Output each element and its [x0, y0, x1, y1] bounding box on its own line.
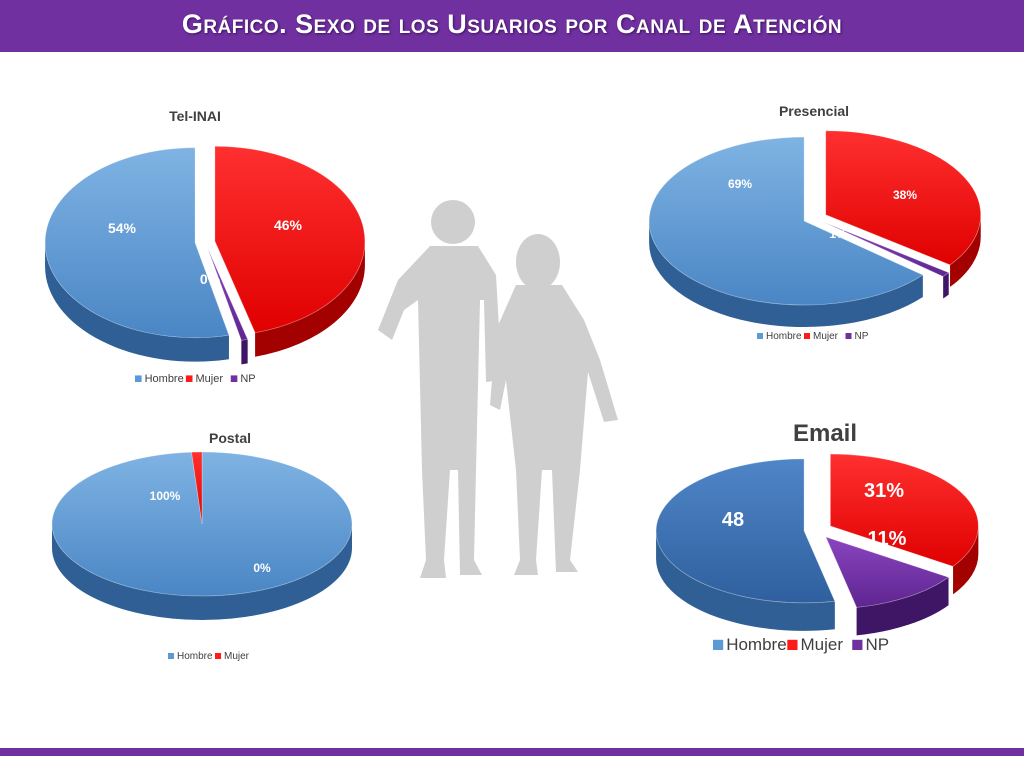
pie-slice-side-hombre: [656, 530, 835, 631]
legend-swatch-mujer: [787, 639, 798, 650]
pie-chart-presencial: Presencial 69% 38% 1% Hombre Mujer NP: [648, 103, 982, 342]
legend-swatch-mujer: [215, 653, 221, 659]
legend-swatch-hombre: [168, 653, 174, 659]
legend-label-np: NP: [855, 331, 869, 342]
pie-slice-np: [825, 536, 950, 608]
legend-label-hombre: Hombre: [177, 651, 213, 662]
legend-swatch-mujer: [185, 375, 193, 382]
legend-label-hombre: Hombre: [145, 373, 184, 385]
pie-slice-side-np: [241, 339, 248, 365]
pie-slice-np: [207, 247, 249, 341]
legend-swatch-hombre: [713, 639, 724, 650]
pie-slice-side-mujer: [255, 241, 365, 357]
data-label-mujer: 46%: [274, 217, 303, 233]
data-label-hombre: 54%: [108, 220, 137, 236]
pie-slice-side-np: [856, 577, 949, 636]
data-label-hombre: 100%: [150, 489, 181, 503]
legend-swatch-np: [845, 333, 852, 339]
pie-slice-side-hombre: [45, 242, 229, 362]
data-label-np: 1%: [829, 227, 847, 241]
pie-slice-hombre: [44, 147, 230, 339]
legend-label-hombre: Hombre: [726, 635, 786, 654]
legend-swatch-hombre: [135, 375, 142, 382]
couple-silhouette: [378, 200, 618, 578]
pie-slice-side-mujer: [950, 214, 981, 287]
pie-slice-hombre: [648, 136, 924, 306]
legend-label-mujer: Mujer: [801, 635, 844, 654]
pie-slice-mujer: [191, 451, 203, 525]
legend-label-hombre: Hombre: [766, 331, 802, 342]
legend-label-mujer: Mujer: [813, 331, 839, 342]
data-label-mujer: 31%: [864, 480, 904, 502]
title-bar: [0, 0, 1024, 52]
pie-chart-email: Email 48 31% 11% Hombre Mujer NP: [655, 420, 979, 654]
chart-title: Email: [793, 420, 857, 447]
legend-label-np: NP: [865, 635, 889, 654]
legend-swatch-mujer: [804, 333, 810, 339]
pie-slice-side-hombre: [52, 524, 352, 620]
legend-swatch-hombre: [757, 333, 763, 339]
pie-slice-side-mujer: [953, 526, 979, 595]
pie-slice-mujer: [214, 145, 366, 334]
data-label-hombre: 69%: [728, 177, 752, 191]
legend-swatch-np: [852, 639, 863, 650]
pie-slice-mujer: [825, 130, 982, 266]
bottom-bar: [0, 748, 1024, 756]
data-label-np: 11%: [868, 528, 907, 550]
pie-chart-tel-inai: Tel-INAI 54% 46% 0% Hombre Mujer NP: [44, 108, 366, 385]
legend-swatch-np: [230, 375, 238, 382]
pie-slice-mujer: [829, 453, 979, 567]
data-label-hombre: 48: [722, 509, 744, 531]
chart-title: Postal: [209, 430, 251, 446]
chart-title: Presencial: [779, 103, 849, 119]
legend-label-np: NP: [240, 373, 255, 385]
legend-label-mujer: Mujer: [224, 651, 250, 662]
data-label-mujer: 0%: [253, 561, 271, 575]
data-label-mujer: 38%: [893, 188, 917, 202]
pie-slice-np: [824, 222, 950, 277]
data-label-np: 0%: [200, 271, 221, 287]
pie-slice-hombre: [655, 458, 836, 604]
legend-label-mujer: Mujer: [196, 373, 224, 385]
chart-title: Tel-INAI: [169, 108, 221, 124]
pie-slice-side-hombre: [649, 221, 923, 328]
page-title: Gráfico. Sexo de los Usuarios por Canal …: [181, 9, 843, 39]
pie-slice-side-np: [943, 272, 949, 299]
pie-chart-postal: Postal 100% 0% Hombre Mujer: [51, 430, 353, 662]
pie-slice-hombre: [51, 451, 353, 597]
